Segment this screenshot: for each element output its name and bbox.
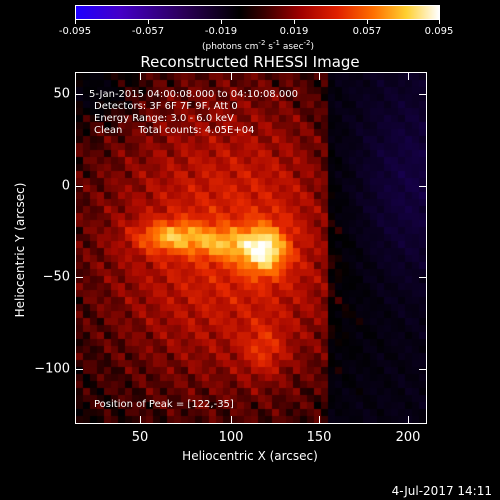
colorbar-tick <box>221 20 222 24</box>
x-tick <box>140 72 141 80</box>
units-text: ) <box>310 42 315 52</box>
peak-position-label: Position of Peak = [122,-35] <box>94 399 234 410</box>
y-tick-label: −100 <box>34 361 70 377</box>
units-text: (photons cm <box>201 42 259 52</box>
y-tick-label: −50 <box>42 269 70 285</box>
x-tick-label: 150 <box>306 430 332 445</box>
energy-range-label: Energy Range: 3.0 - 6.0 keV <box>94 113 234 124</box>
plot-title: Reconstructed RHESSI Image <box>140 53 360 71</box>
x-tick-label: 50 <box>131 430 149 445</box>
x-tick <box>231 416 232 424</box>
colorbar-tick-label: -0.019 <box>204 26 238 37</box>
colorbar-tick <box>367 20 368 24</box>
x-tick <box>408 416 409 424</box>
colorbar-tick-label: -0.095 <box>58 26 92 37</box>
units-text: s <box>265 42 273 52</box>
colorbar-tick <box>439 20 440 24</box>
units-exponent: -1 <box>272 39 280 47</box>
y-tick <box>419 369 427 370</box>
units-exponent: -2 <box>303 39 311 47</box>
colorbar-tick-label: 0.095 <box>424 26 454 37</box>
x-tick <box>319 72 320 80</box>
y-tick <box>75 94 83 95</box>
colorbar-tick <box>294 20 295 24</box>
y-tick <box>75 369 83 370</box>
colorbar-tick <box>148 20 149 24</box>
x-tick <box>231 72 232 80</box>
colorbar-units: (photons cm-2 s-1 asec-2) <box>202 39 314 52</box>
time-range-label: 5-Jan-2015 04:00:08.000 to 04:10:08.000 <box>89 89 298 100</box>
y-tick <box>419 94 427 95</box>
x-tick <box>140 416 141 424</box>
colorbar-gradient <box>75 5 440 20</box>
colorbar-tick <box>75 20 76 24</box>
colorbar-tick-label: 0.019 <box>279 26 309 37</box>
y-axis-label: Heliocentric Y (arcsec) <box>13 182 27 318</box>
y-tick-label: 0 <box>61 178 70 194</box>
colorbar-tick-label: 0.057 <box>352 26 382 37</box>
x-tick <box>408 72 409 80</box>
y-tick <box>419 277 427 278</box>
y-tick-label: 50 <box>53 86 70 102</box>
y-tick <box>75 277 83 278</box>
units-text: asec <box>279 42 304 52</box>
clean-counts-label: Clean Total counts: 4.05E+04 <box>94 125 255 136</box>
x-tick-label: 200 <box>395 430 421 445</box>
x-axis-label: Heliocentric X (arcsec) <box>182 449 318 463</box>
detectors-label: Detectors: 3F 6F 7F 9F, Att 0 <box>94 101 238 112</box>
rhessi-image <box>76 73 426 423</box>
y-tick <box>75 186 83 187</box>
timestamp: 4-Jul-2017 14:11 <box>391 484 492 498</box>
x-tick-label: 100 <box>218 430 244 445</box>
colorbar-tick-label: -0.057 <box>131 26 165 37</box>
y-tick <box>419 186 427 187</box>
units-exponent: -2 <box>258 39 266 47</box>
image-frame: 5-Jan-2015 04:00:08.000 to 04:10:08.000 … <box>75 72 427 424</box>
x-tick <box>319 416 320 424</box>
